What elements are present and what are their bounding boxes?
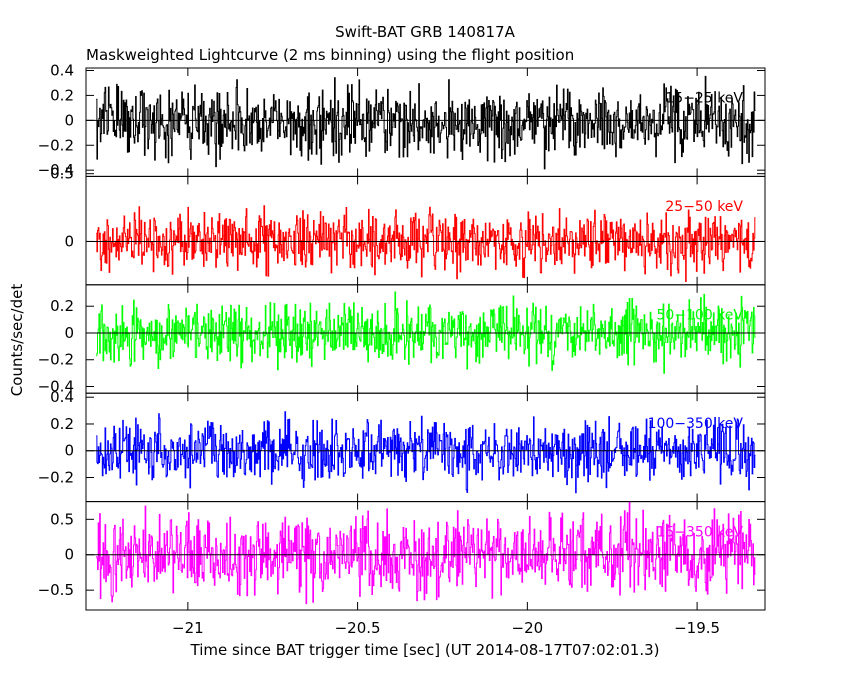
y-axis-label: Counts/sec/det bbox=[8, 284, 26, 397]
x-tick-label: −20 bbox=[512, 619, 544, 637]
chart-title: Swift-BAT GRB 140817A bbox=[335, 23, 515, 41]
series-line-4 bbox=[96, 411, 756, 494]
panel-4: 0.4 0.2 0 −0.2 100−350 keV bbox=[38, 388, 766, 503]
band-label-1: 15−25 keV bbox=[665, 91, 743, 107]
band-label-5: 15−350 keV bbox=[656, 524, 743, 540]
y-tick-label: 0.2 bbox=[50, 415, 74, 433]
x-tick-label: −20.5 bbox=[335, 619, 381, 637]
series-line-5 bbox=[96, 501, 756, 605]
panel-3: 0.2 0 −0.2 −0.4 50−100 keV bbox=[38, 284, 766, 396]
y-tick-label: −0.5 bbox=[38, 581, 74, 599]
y-tick-label: 0 bbox=[64, 232, 74, 250]
panel-1: 0.4 0.2 0 −0.2 −0.4 15−25 keV bbox=[38, 61, 766, 179]
panel-frame bbox=[85, 392, 766, 503]
y-tick-label: 0.5 bbox=[50, 165, 74, 183]
y-tick-label: −0.2 bbox=[38, 469, 74, 487]
panel-5: 0.5 0 −0.5 15−350 keV bbox=[38, 501, 766, 611]
y-tick-label: −0.4 bbox=[38, 378, 74, 396]
chart-subtitle: Maskweighted Lightcurve (2 ms binning) u… bbox=[86, 46, 574, 64]
x-tick-label: −19.5 bbox=[674, 619, 720, 637]
panels-group: 0.4 0.2 0 −0.2 −0.4 15−25 keV 0.5 0 25−50 keV 0.2… bbox=[38, 61, 766, 611]
panel-frame bbox=[85, 284, 766, 394]
panel-frame bbox=[85, 501, 766, 611]
series-line-2 bbox=[96, 205, 756, 282]
series-line-3 bbox=[96, 291, 756, 374]
y-tick-label: 0.4 bbox=[50, 388, 74, 406]
y-tick-label: 0 bbox=[64, 546, 74, 564]
band-label-3: 50−100 keV bbox=[656, 307, 743, 323]
y-tick-label: −0.4 bbox=[38, 161, 74, 179]
series-line-1 bbox=[96, 75, 756, 170]
y-tick-label: 0.2 bbox=[50, 86, 74, 104]
y-tick-label: 0.2 bbox=[50, 297, 74, 315]
y-tick-label: 0 bbox=[64, 324, 74, 342]
y-tick-label: −0.2 bbox=[38, 351, 74, 369]
band-label-4: 100−350 keV bbox=[648, 416, 744, 432]
panel-2: 0.5 0 25−50 keV bbox=[50, 165, 766, 286]
y-tick-label: 0.4 bbox=[50, 61, 74, 79]
y-tick-label: 0 bbox=[64, 111, 74, 129]
y-tick-label: 0 bbox=[64, 442, 74, 460]
y-tick-label: 0.5 bbox=[50, 510, 74, 528]
x-axis: −21 −20.5 −20 −19.5 bbox=[172, 619, 720, 637]
y-tick-label: −0.2 bbox=[38, 136, 74, 154]
x-axis-label: Time since BAT trigger time [sec] (UT 20… bbox=[190, 641, 660, 659]
band-label-2: 25−50 keV bbox=[665, 199, 743, 215]
x-tick-label: −21 bbox=[172, 619, 204, 637]
